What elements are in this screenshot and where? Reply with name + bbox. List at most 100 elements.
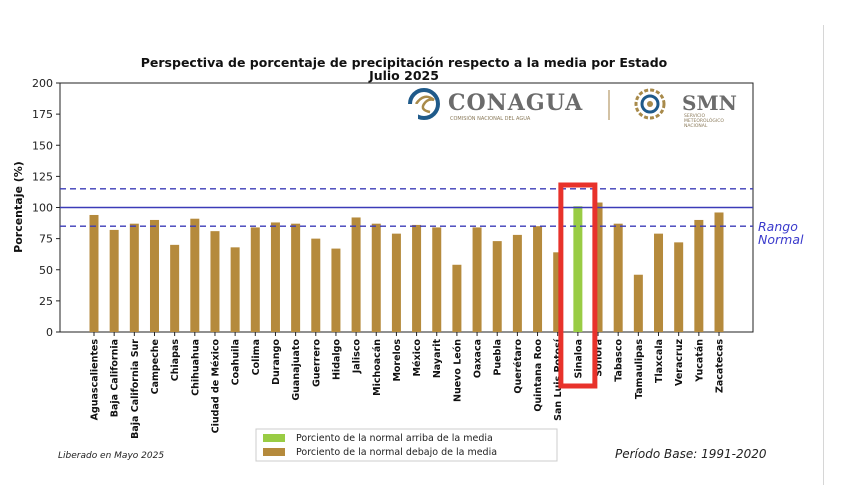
bar: [250, 227, 260, 332]
x-tick-label: Guanajuato: [291, 339, 302, 401]
bar: [533, 226, 543, 332]
x-tick-label: Morelos: [392, 339, 403, 382]
smn-sub2: METEOROLÓGICO: [684, 117, 724, 124]
x-tick-label: Veracruz: [674, 339, 685, 386]
x-tick-label: Coahuila: [231, 339, 242, 385]
smn-sub1: SERVICIO: [684, 113, 705, 119]
x-tick-label: México: [412, 339, 423, 377]
legend-swatch-below: [263, 448, 285, 456]
x-tick-label: Oaxaca: [473, 339, 484, 378]
x-tick-label: Baja California: [110, 339, 121, 417]
bar: [89, 214, 99, 332]
legend-box: [255, 428, 558, 462]
x-tick-label: Puebla: [493, 339, 504, 376]
chart-title-line2: Julio 2025: [368, 68, 439, 83]
x-tick-label: Tamaulipas: [634, 339, 645, 399]
bar: [472, 227, 482, 332]
bar: [311, 238, 321, 332]
smn-logo: SMN SERVICIO METEOROLÓGICO NACIONAL: [634, 88, 737, 129]
x-tick-label: Ciudad de México: [210, 339, 221, 434]
bar: [633, 274, 643, 332]
bar: [170, 244, 180, 332]
y-tick-label: 50: [39, 264, 53, 277]
x-tick-label: Zacatecas: [715, 339, 726, 393]
y-tick-label: 125: [32, 170, 53, 183]
legend: Porciento de la normal arriba de la medi…: [255, 428, 558, 462]
base-period: Período Base: 1991-2020: [615, 447, 767, 461]
bar: [190, 218, 200, 332]
x-tick-label: Hidalgo: [331, 339, 342, 380]
x-tick-label: Tabasco: [614, 339, 625, 382]
bar: [553, 252, 563, 332]
highlight: [558, 182, 598, 389]
page-divider: [823, 25, 824, 485]
legend-label-above: Porciento de la normal arriba de la medi…: [296, 433, 493, 444]
bar: [270, 222, 280, 332]
bar: [109, 229, 119, 332]
reference-lines: [60, 188, 753, 227]
bar: [149, 219, 159, 332]
x-tick-label: Querétaro: [513, 339, 524, 394]
x-tick-label: Campeche: [150, 339, 161, 394]
bar: [654, 233, 664, 332]
legend-label-below: Porciento de la normal debajo de la medi…: [296, 447, 497, 458]
y-tick-label: 175: [32, 108, 53, 121]
y-tick-label: 75: [39, 233, 53, 246]
x-tick-label: Quintana Roo: [533, 339, 544, 412]
release-note: Liberado en Mayo 2025: [58, 451, 164, 461]
smn-sub3: NACIONAL: [684, 123, 708, 129]
y-axis-label: Porcentaje (%): [12, 161, 25, 253]
bar: [230, 247, 240, 332]
chart-title-line1: Perspectiva de porcentaje de precipitaci…: [141, 55, 668, 70]
conagua-logo: CONAGUA COMISIÓN NACIONAL DEL AGUA: [408, 88, 583, 122]
bar: [432, 227, 442, 332]
x-tick-label: Nayarit: [432, 339, 443, 379]
legend-swatch-above: [263, 434, 285, 442]
y-tick-label: 100: [32, 202, 53, 215]
bar: [512, 234, 522, 332]
bar: [210, 231, 220, 332]
bar: [613, 223, 623, 332]
bar: [714, 212, 724, 332]
x-tick-label: Guerrero: [311, 339, 322, 388]
bar: [452, 264, 462, 332]
smn-name: SMN: [682, 91, 737, 115]
bar: [674, 242, 684, 332]
highlight-box: [558, 182, 598, 389]
x-tick-label: Nuevo León: [452, 339, 463, 402]
y-tick-label: 200: [32, 77, 53, 90]
x-tick-label: Yucatán: [694, 339, 705, 383]
y-axis: 0 25 50 75 100 125 150 175 200: [32, 77, 60, 339]
x-tick-label: Chihuahua: [190, 339, 201, 396]
x-tick-label: Sonora: [594, 339, 605, 377]
bar: [391, 233, 401, 332]
x-tick-label: Michoacán: [372, 339, 383, 396]
y-tick-label: 0: [46, 326, 53, 339]
bar: [492, 241, 502, 332]
x-tick-label: Chiapas: [170, 339, 181, 382]
x-tick-label: Sinaloa: [573, 339, 584, 378]
bar: [593, 202, 603, 332]
range-label-line2: Normal: [758, 232, 804, 247]
x-tick-label: Jalisco: [352, 339, 363, 375]
bar: [371, 223, 381, 332]
bar: [129, 223, 139, 332]
y-tick-label: 150: [32, 139, 53, 152]
x-axis: Aguascalientes Baja California Baja Califo…: [90, 332, 726, 439]
conagua-subtitle: COMISIÓN NACIONAL DEL AGUA: [450, 115, 531, 122]
conagua-name: CONAGUA: [448, 90, 583, 116]
range-label-line1: Rango: [758, 219, 798, 234]
bar: [694, 219, 704, 332]
x-tick-label: Durango: [271, 339, 282, 385]
x-tick-label: Colima: [251, 339, 262, 375]
bar: [573, 206, 583, 332]
bar: [331, 248, 341, 332]
bar: [351, 217, 361, 332]
bar: [412, 224, 422, 332]
y-tick-label: 25: [39, 295, 53, 308]
x-tick-label: Aguascalientes: [90, 339, 101, 421]
bar: [291, 223, 301, 332]
x-tick-label: Baja California Sur: [130, 339, 141, 439]
bars: [89, 202, 724, 332]
